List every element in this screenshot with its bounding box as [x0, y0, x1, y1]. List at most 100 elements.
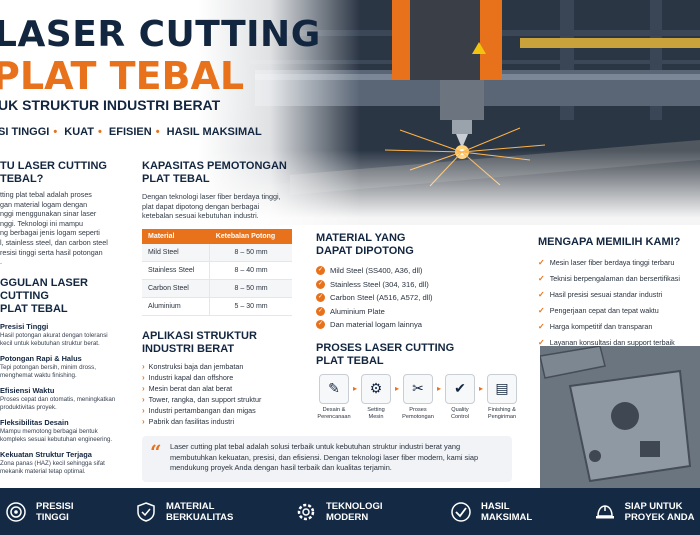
list-item: ✓ Teknisi berpengalaman dan bersertifikas… — [538, 271, 700, 287]
list-item: ✓ Harga kompetitif dan transparan — [538, 319, 700, 335]
applications-list: › Konstruksi baja dan jembatan › Industri … — [142, 361, 292, 427]
design-icon: ✎ — [319, 373, 349, 404]
materials-title-line1: MATERIAL YANG — [316, 232, 406, 244]
footer-label: TEKNOLOGI MODERN — [326, 501, 406, 523]
process-step: ✔ Quality Control — [442, 373, 478, 421]
footer-label-line: MODERN — [326, 511, 369, 523]
list-item-label: Konstruksi baja dan jembatan — [148, 361, 244, 371]
intro-line: resisi tinggi serta hasil potongan — [0, 247, 103, 257]
intro-line: nggi. Teknologi ini mampu — [0, 218, 83, 228]
hero-banner: LASER CUTTING PLAT TEBAL UK STRUKTUR IND… — [0, 0, 700, 225]
quality-control-icon: ✔ — [445, 373, 475, 404]
step-label-line: Pemotongan — [402, 413, 434, 420]
helmet-icon — [594, 500, 617, 524]
footer-item: HASIL MAKSIMAL — [445, 488, 590, 535]
list-item-label: Layanan konsultasi dan support terbaik — [549, 338, 675, 347]
capacity-title-line1: KAPASITAS PEMOTONGAN — [142, 160, 287, 172]
footer-label-line: MATERIAL — [166, 500, 215, 512]
intro-title-line1: TU LASER CUTTING — [0, 160, 107, 172]
cut-steel-parts-photo — [540, 346, 700, 488]
step-label-line: Proses — [409, 406, 427, 413]
list-item-label: Tower, rangka, dan support struktur — [148, 394, 262, 404]
table-cell: 8 – 50 mm — [209, 279, 292, 298]
list-item: ✓ Mesin laser fiber berdaya tinggi terbar… — [538, 255, 700, 271]
step-label: Desain & Perencanaan — [316, 407, 352, 421]
applications-title-line1: APLIKASI STRUKTUR — [142, 329, 257, 342]
benefits-title-line2: PLAT TEBAL — [0, 302, 68, 315]
quote-line: Laser cutting plat tebal adalah solusi t… — [170, 442, 461, 451]
why-title: MENGAPA MEMILIH KAMI? — [538, 236, 681, 248]
benefit-title: Potongan Rapi & Halus — [0, 353, 82, 363]
column-header-thickness: Ketebalan Potong — [209, 228, 292, 244]
step-label-line: Quality — [451, 406, 469, 413]
machine-setting-icon: ⚙ — [361, 373, 391, 404]
process-step: ✂ Proses Pemotongan — [400, 373, 436, 421]
intro-title: TU LASER CUTTING TEBAL? — [0, 160, 128, 186]
arrow-right-icon: ▸ — [352, 383, 357, 393]
list-item-label: Mesin laser fiber berdaya tinggi terbaru — [549, 258, 675, 267]
list-item-label: Carbon Steel (A516, A572, dll) — [330, 293, 433, 302]
benefit-desc: produktivitas proyek. — [0, 403, 57, 411]
footer-label-line: PRESISI — [36, 500, 74, 512]
list-item: › Pabrik dan fasilitas industri — [142, 416, 292, 427]
hero-tags: SI TINGGI • KUAT • EFISIEN • HASIL MAKSIMAL — [0, 126, 262, 138]
benefits-title-line1: GGULAN LASER CUTTING — [0, 276, 88, 302]
benefit-item: Kekuatan Struktur Terjaga Zona panas (HA… — [0, 450, 128, 476]
process-step: ⚙ Setting Mesin — [358, 373, 394, 421]
hero-tag: SI TINGGI — [0, 126, 50, 138]
intro-line: tting plat tebal adalah proses — [0, 190, 92, 199]
step-label-line: Control — [450, 413, 470, 420]
footer-label-line: TINGGI — [36, 511, 69, 523]
intro-title-line2: TEBAL? — [0, 173, 44, 185]
intro-line: nggi menggunakan sinar laser — [0, 209, 97, 219]
list-item: ✓ Pengerjaan cepat dan tepat waktu — [538, 303, 700, 319]
list-item: › Tower, rangka, dan support struktur — [142, 394, 292, 405]
benefit-desc: Zona panas (HAZ) kecil sehingga sifat — [0, 459, 105, 467]
arrow-right-icon: ▸ — [394, 383, 399, 393]
footer-label-line: MAKSIMAL — [481, 511, 533, 523]
step-label-line: Pengiriman — [487, 413, 517, 420]
check-icon: ✓ — [538, 274, 545, 283]
check-icon: ✓ — [538, 338, 545, 347]
list-item-label: Harga kompetitif dan transparan — [549, 322, 653, 331]
benefit-desc: kompleks sesuai kebutuhan engineering. — [0, 435, 113, 443]
footer-label-line: TEKNOLOGI — [326, 500, 383, 512]
check-icon: ✓ — [316, 306, 325, 316]
process-step: ✎ Desain & Perencanaan — [316, 373, 352, 421]
column-header-material: Material — [142, 228, 210, 244]
quote-line: mendukung proyek Anda dengan hasil terba… — [170, 463, 392, 472]
table-cell: 5 – 30 mm — [209, 297, 292, 316]
capacity-title: KAPASITAS PEMOTONGAN PLAT TEBAL — [142, 160, 292, 186]
materials-title: MATERIAL YANG DAPAT DIPOTONG — [316, 232, 526, 258]
why-column: MENGAPA MEMILIH KAMI? ✓ Mesin laser fiber… — [538, 236, 700, 351]
applications-title-line2: INDUSTRI BERAT — [142, 342, 235, 355]
footer-label: HASIL MAKSIMAL — [481, 501, 561, 523]
chevron-right-icon: › — [142, 383, 145, 393]
cutting-icon: ✂ — [403, 373, 433, 404]
list-item: ✓ Aluminium Plate — [316, 305, 526, 319]
table-cell: 8 – 50 mm — [209, 243, 292, 262]
list-item-label: Industri kapal dan offshore — [148, 372, 234, 382]
bullet-icon: • — [53, 126, 58, 138]
intro-line: ng berbagai jenis logam seperti — [0, 228, 100, 238]
benefit-desc: Mampu memotong berbagai bentuk — [0, 427, 98, 435]
hero-bottom-fade — [0, 150, 700, 225]
quote-icon: “ — [150, 440, 162, 464]
table-header-row: Material Ketebalan Potong — [142, 228, 292, 244]
bullet-icon: • — [155, 126, 160, 138]
chevron-right-icon: › — [142, 416, 145, 426]
list-item-label: Hasil presisi sesuai standar industri — [549, 290, 663, 299]
capacity-desc-line: ketebalan sesuai kebutuhan industri. — [142, 211, 259, 221]
step-label-line: Perencanaan — [317, 413, 351, 420]
list-item: ✓ Stainless Steel (304, 316, dll) — [316, 278, 526, 292]
footer-item: PRESISI TINGGI — [0, 488, 130, 535]
capacity-desc: Dengan teknologi laser fiber berdaya tin… — [142, 192, 292, 221]
list-item-label: Mesin berat dan alat berat — [148, 383, 233, 393]
step-label: Quality Control — [442, 407, 478, 421]
list-item-label: Stainless Steel (304, 316, dll) — [330, 279, 429, 289]
check-icon: ✓ — [538, 258, 545, 267]
chevron-right-icon: › — [142, 394, 145, 404]
list-item-label: Teknisi berpengalaman dan bersertifikasi — [549, 274, 680, 283]
check-icon: ✓ — [316, 320, 325, 330]
bullet-icon: • — [98, 126, 102, 138]
